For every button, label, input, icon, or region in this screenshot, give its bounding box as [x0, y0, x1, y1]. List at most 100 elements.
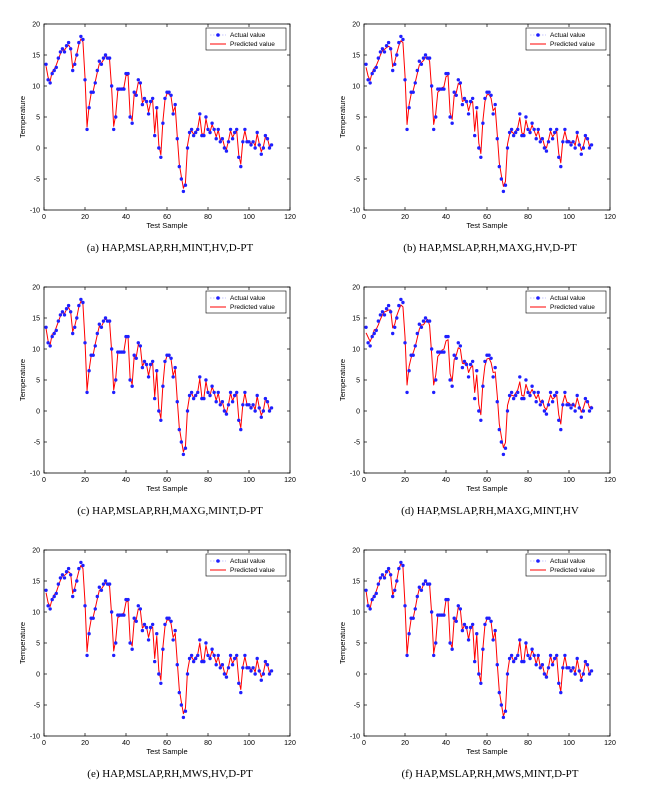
actual-value-point: [393, 588, 397, 592]
x-tick-label: 60: [163, 214, 171, 221]
actual-value-point: [388, 573, 393, 577]
actual-value-point: [220, 137, 225, 141]
actual-value-point: [497, 164, 501, 169]
actual-value-point: [454, 93, 458, 98]
actual-value-point: [155, 106, 159, 110]
actual-value-point: [163, 96, 167, 101]
actual-value-point: [112, 127, 116, 132]
actual-value-point: [206, 127, 210, 132]
actual-value-point: [462, 96, 467, 101]
actual-value-point: [56, 319, 61, 323]
y-axis-label: Temperature: [338, 96, 347, 138]
x-tick-label: 0: [42, 214, 46, 221]
actual-value-point: [368, 607, 372, 611]
actual-value-point: [44, 588, 48, 592]
x-tick-label: 20: [401, 477, 409, 484]
actual-value-point: [479, 155, 483, 159]
actual-value-point: [73, 62, 77, 66]
actual-value-point: [81, 300, 85, 305]
actual-value-point: [421, 582, 426, 586]
actual-value-point: [544, 149, 549, 153]
x-tick-label: 40: [122, 214, 130, 221]
actual-value-point: [483, 96, 487, 101]
x-tick-label: 100: [563, 214, 575, 221]
series-line-predicted-value: [365, 563, 592, 717]
y-tick-label: -10: [30, 471, 40, 478]
actual-value-point: [263, 396, 268, 401]
actual-value-point: [536, 653, 540, 658]
actual-value-point: [477, 672, 481, 676]
y-tick-label: -5: [354, 177, 360, 184]
actual-value-point: [507, 130, 512, 135]
actual-value-point: [491, 375, 495, 379]
actual-value-point: [403, 604, 407, 608]
actual-value-point: [372, 331, 376, 336]
actual-value-point: [259, 678, 263, 682]
actual-value-point: [112, 653, 116, 658]
actual-value-point: [477, 146, 481, 150]
actual-value-point: [175, 663, 179, 667]
actual-value-point: [214, 400, 218, 404]
actual-value-point: [569, 669, 573, 673]
actual-value-point: [395, 579, 399, 583]
actual-value-point: [579, 152, 583, 156]
x-tick-label: 60: [483, 477, 491, 484]
actual-value-point: [407, 632, 411, 636]
actual-value-point: [191, 396, 196, 401]
x-tick-label: 60: [483, 214, 491, 221]
actual-value-point: [427, 319, 432, 323]
actual-value-point: [411, 90, 415, 94]
panel-e: 0 20 40 60 80 100 120 -10 -5 0 5 10 15 20 Test Sample T…: [10, 540, 330, 804]
actual-value-point: [87, 632, 91, 636]
actual-value-point: [386, 303, 391, 308]
actual-value-point: [460, 628, 465, 633]
actual-value-point: [187, 130, 192, 135]
actual-value-point: [518, 638, 522, 642]
actual-value-point: [261, 672, 266, 676]
actual-value-point: [134, 93, 138, 98]
x-tick-label: 20: [81, 740, 89, 747]
actual-value-point: [150, 96, 155, 101]
actual-value-point: [493, 102, 497, 107]
actual-value-point: [218, 140, 222, 144]
actual-value-point: [413, 607, 417, 611]
actual-value-point: [183, 709, 188, 713]
actual-value-point: [122, 350, 126, 354]
actual-value-point: [532, 127, 536, 132]
actual-value-point: [384, 44, 389, 48]
actual-value-point: [452, 616, 456, 620]
actual-value-point: [79, 560, 83, 565]
actual-value-point: [573, 409, 577, 413]
actual-value-point: [46, 604, 50, 608]
actual-value-point: [393, 62, 397, 66]
actual-value-point: [548, 390, 553, 395]
actual-value-point: [243, 127, 247, 132]
y-axis-label: Temperature: [18, 359, 27, 401]
actual-value-point: [241, 403, 245, 407]
y-axis-label: Temperature: [18, 96, 27, 138]
panel-b: 0 20 40 60 80 100 120 -10 -5 0 5 10 15 20 Test Sample T…: [330, 14, 650, 278]
actual-value-point: [505, 672, 510, 676]
actual-value-point: [79, 34, 83, 39]
actual-value-point: [374, 328, 378, 333]
actual-value-point: [202, 133, 206, 138]
actual-value-point: [54, 591, 58, 596]
actual-value-point: [68, 310, 73, 314]
actual-value-point: [85, 653, 89, 658]
actual-value-point: [540, 663, 545, 667]
x-tick-label: 40: [122, 477, 130, 484]
actual-value-point: [397, 40, 401, 45]
actual-value-point: [391, 331, 395, 336]
actual-value-point: [446, 597, 450, 602]
actual-value-point: [376, 56, 381, 60]
actual-value-point: [185, 146, 190, 150]
actual-value-point: [577, 406, 581, 410]
actual-value-point: [524, 115, 528, 119]
actual-value-point: [239, 164, 243, 169]
actual-value-point: [395, 53, 399, 57]
y-tick-label: 10: [32, 347, 40, 354]
actual-value-point: [540, 400, 545, 404]
actual-value-point: [261, 146, 266, 150]
caption-b: (b) HAP,MSLAP,RH,MAXG,HV,D-PT: [403, 242, 577, 254]
actual-value-point: [481, 121, 485, 125]
